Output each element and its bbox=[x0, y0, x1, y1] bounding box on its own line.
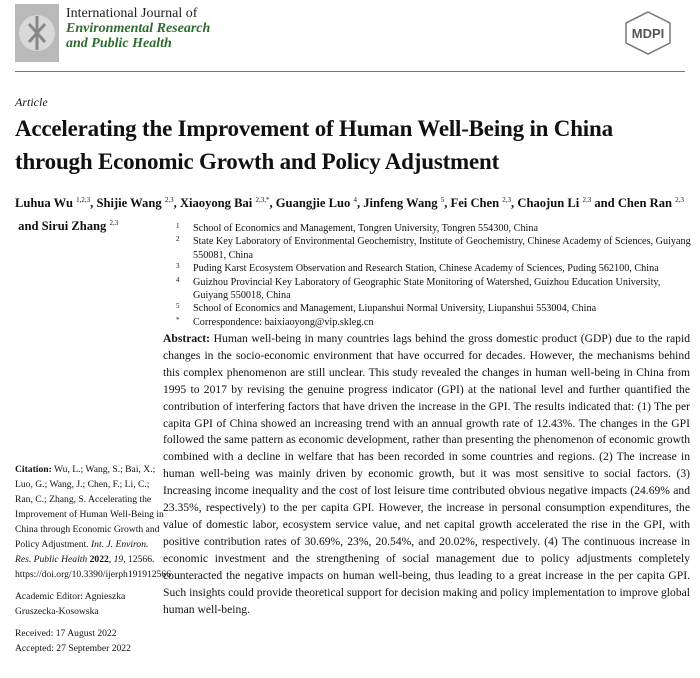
author-affiliation-marker: 2,3 bbox=[675, 196, 684, 204]
author-affiliation-marker: 1,2,3 bbox=[76, 196, 91, 204]
received-date: Received: 17 August 2022 bbox=[15, 628, 117, 639]
abstract-label: Abstract: bbox=[163, 332, 211, 345]
author-affiliation-marker: 2,3 bbox=[502, 196, 512, 204]
affiliation-item: 5 School of Economics and Management, Liu… bbox=[176, 302, 597, 315]
author: Sirui Zhang bbox=[41, 219, 107, 234]
journal-logo bbox=[15, 4, 59, 62]
doi-link[interactable]: 12566. https://doi.org/10.3390/ijerph191… bbox=[15, 554, 171, 580]
author: Luhua Wu bbox=[15, 196, 73, 211]
author: Chen Ran bbox=[617, 196, 673, 211]
affiliation-item: 3 Puding Karst Ecosystem Observation and … bbox=[176, 262, 659, 275]
affiliation-item: 4 Guizhou Provincial Key Laboratory of Ge… bbox=[176, 275, 661, 302]
affiliations: 1 School of Economics and Management, Ton… bbox=[176, 222, 696, 329]
academic-editor: Academic Editor: Agnieszka Gruszecka-Kos… bbox=[15, 591, 126, 617]
svg-text:MDPI: MDPI bbox=[632, 26, 665, 41]
header-divider bbox=[15, 71, 685, 72]
author-list: Luhua Wu 1,2,3, Shijie Wang 2,3, Xiaoyon… bbox=[15, 196, 684, 234]
abstract: Abstract: Human well-being in many count… bbox=[163, 331, 690, 618]
author: Xiaoyong Bai bbox=[179, 196, 253, 211]
affiliation-item: 1 School of Economics and Management, Ton… bbox=[176, 222, 538, 234]
citation: Citation: Wu, L.; Wang, S.; Bai, X.; Luo… bbox=[15, 464, 171, 580]
affiliation-item: * Correspondence: baixiaoyong@vip.skleg.c… bbox=[176, 315, 374, 328]
author: Jinfeng Wang bbox=[363, 196, 438, 211]
author: Shijie Wang bbox=[96, 196, 162, 211]
abstract-text: Human well-being in many countries lags … bbox=[163, 332, 690, 616]
accepted-date: Accepted: 27 September 2022 bbox=[15, 643, 131, 654]
affiliation-item: 2 State Key Laboratory of Environmental G… bbox=[176, 235, 691, 261]
author-affiliation-marker: 4 bbox=[353, 196, 357, 204]
paper-title: Accelerating the Improvement of Human We… bbox=[15, 116, 613, 174]
author-affiliation-marker: 5 bbox=[440, 196, 445, 204]
author: Chaojun Li bbox=[517, 196, 580, 211]
author-affiliation-marker: 2,3 bbox=[164, 196, 174, 204]
journal-title: International Journal of Environmental R… bbox=[66, 6, 211, 51]
author-affiliation-marker: 2,3 bbox=[582, 196, 592, 204]
sidebar-info: Citation: Wu, L.; Wang, S.; Bai, X.; Luo… bbox=[15, 462, 171, 663]
article-type: Article bbox=[15, 95, 48, 109]
author-affiliation-marker: 2,3,* bbox=[255, 196, 270, 204]
author: Guangjie Luo bbox=[275, 196, 351, 211]
author: Fei Chen bbox=[450, 196, 500, 211]
author-affiliation-marker: 2,3 bbox=[109, 219, 119, 228]
mdpi-logo: MDPI bbox=[624, 10, 672, 56]
